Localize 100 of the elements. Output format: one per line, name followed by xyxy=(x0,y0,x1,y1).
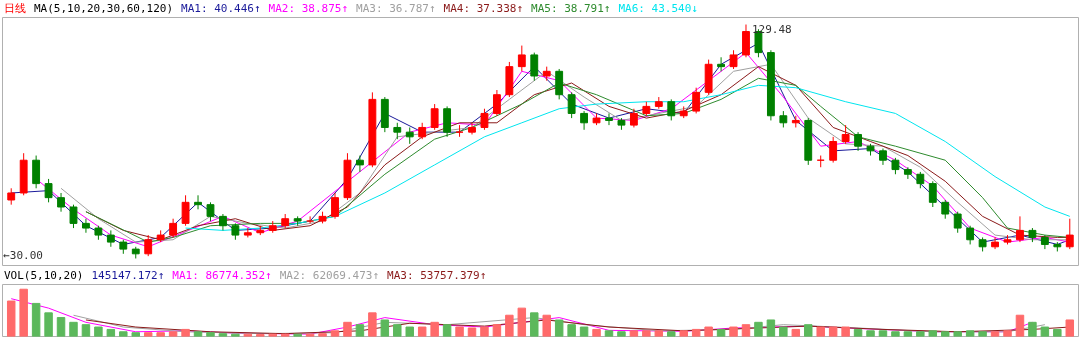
bar xyxy=(517,307,527,337)
candlestick xyxy=(903,166,912,180)
candlestick xyxy=(169,218,178,238)
bar xyxy=(629,330,639,337)
bar xyxy=(19,288,28,337)
bar xyxy=(1053,328,1062,337)
bar xyxy=(156,332,165,337)
bar xyxy=(704,326,713,337)
bar xyxy=(131,332,140,337)
text: MA5: 38.791↑ xyxy=(531,2,611,15)
bar xyxy=(368,312,377,337)
text: MA6: 43.540↓ xyxy=(618,2,698,15)
bar xyxy=(119,331,128,337)
text: MA2: 62069.473↑ xyxy=(279,269,380,282)
bar xyxy=(455,326,464,337)
bar xyxy=(567,324,576,337)
bar xyxy=(505,314,514,337)
text: MA(5,10,20,30,60,120) xyxy=(34,2,174,15)
candlestick xyxy=(692,87,701,114)
bar xyxy=(691,328,701,337)
bar xyxy=(168,331,178,337)
bar xyxy=(530,312,539,337)
text: MA1: 40.446↑ xyxy=(181,2,261,15)
text: 145147.172↑ xyxy=(91,269,165,282)
bar xyxy=(828,326,838,337)
candlestick xyxy=(530,52,539,82)
candlestick xyxy=(181,194,190,227)
bar xyxy=(442,324,452,337)
text: MA4: 37.338↑ xyxy=(443,2,524,15)
bar xyxy=(953,331,962,337)
candlestick xyxy=(144,234,153,257)
bar xyxy=(617,331,626,337)
candlestick xyxy=(717,56,725,72)
bar xyxy=(990,331,1000,337)
annotation: 129.48 xyxy=(751,22,792,36)
bar xyxy=(318,333,327,337)
bar xyxy=(779,326,788,337)
bar xyxy=(679,330,688,337)
bar xyxy=(343,321,352,337)
bar xyxy=(766,319,776,337)
bar xyxy=(866,330,875,337)
bar xyxy=(667,331,676,337)
candlestick xyxy=(517,45,526,72)
candlestick xyxy=(928,180,937,208)
text: 日线 xyxy=(4,2,26,15)
bar xyxy=(6,300,16,337)
candlestick xyxy=(82,218,90,234)
bar xyxy=(280,333,290,337)
candlestick xyxy=(356,155,364,173)
candlestick xyxy=(194,194,202,210)
bar xyxy=(380,319,390,337)
bar xyxy=(816,326,825,337)
candlestick xyxy=(742,24,750,58)
candlestick xyxy=(667,98,676,121)
bar xyxy=(542,314,551,337)
candlestick xyxy=(991,236,999,250)
bar xyxy=(554,319,564,337)
candlestick xyxy=(941,199,950,220)
bar xyxy=(94,326,103,337)
bar xyxy=(978,331,987,337)
candlestick xyxy=(1016,215,1024,243)
bar xyxy=(405,326,414,337)
bar xyxy=(965,330,975,337)
bar xyxy=(393,324,402,337)
bar xyxy=(467,327,477,337)
bar xyxy=(231,333,240,337)
bar xyxy=(480,326,489,337)
candlestick xyxy=(580,110,589,131)
candlestick xyxy=(480,108,489,131)
text: VOL(5,10,20) xyxy=(4,269,84,282)
candlestick xyxy=(44,178,53,203)
bar xyxy=(729,326,738,337)
bar xyxy=(604,330,614,337)
bar xyxy=(44,312,53,337)
candlestick xyxy=(331,192,339,220)
candlestick xyxy=(306,215,315,224)
candlestick xyxy=(841,124,850,145)
bar xyxy=(31,302,41,337)
bar xyxy=(69,321,78,337)
candlestick xyxy=(829,136,838,164)
candlestick xyxy=(206,201,215,222)
bar xyxy=(268,333,277,337)
bar xyxy=(579,326,589,337)
candlestick xyxy=(430,103,439,131)
bar xyxy=(293,333,302,337)
bar xyxy=(1065,319,1075,337)
text: MA3: 53757.379↑ xyxy=(387,269,487,282)
bar xyxy=(492,324,502,337)
bar xyxy=(1028,321,1037,337)
bar xyxy=(916,331,925,337)
annotation: ←30.00 xyxy=(3,249,43,263)
bar xyxy=(804,324,813,337)
bar xyxy=(642,330,651,337)
candlestick xyxy=(729,49,738,70)
bar xyxy=(741,324,751,337)
bar xyxy=(143,332,153,337)
bar xyxy=(81,324,91,337)
candlestick xyxy=(492,89,501,117)
bar xyxy=(305,333,315,337)
candlestick xyxy=(555,68,564,100)
